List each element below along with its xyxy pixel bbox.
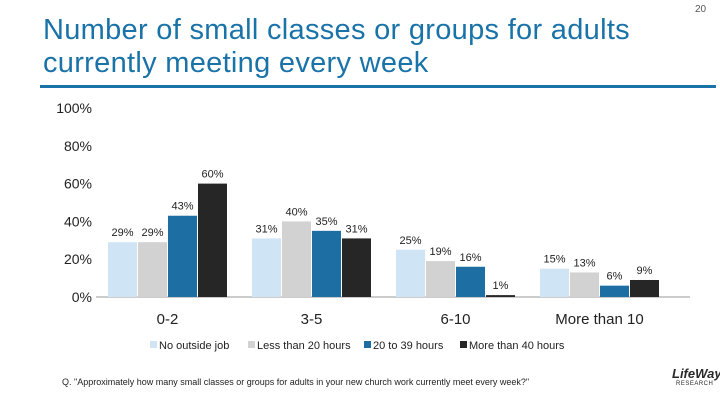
data-label: 16% xyxy=(459,252,481,264)
data-label: 35% xyxy=(315,216,337,228)
data-label: 40% xyxy=(285,206,307,218)
bar-2-1 xyxy=(426,261,455,297)
logo-mark: LifeWay xyxy=(672,366,720,381)
bar-3-0 xyxy=(540,268,569,297)
data-label: 29% xyxy=(141,227,163,239)
data-label: 19% xyxy=(429,246,451,258)
legend-label: More than 40 hours xyxy=(469,340,565,352)
y-tick-label: 100% xyxy=(56,100,92,116)
legend-label: 20 to 39 hours xyxy=(373,340,444,352)
bar-0-2 xyxy=(168,215,197,297)
legend-swatch xyxy=(248,341,255,348)
bar-1-3 xyxy=(342,238,371,297)
logo-sub: RESEARCH xyxy=(676,381,714,387)
data-label: 60% xyxy=(201,169,223,181)
data-label: 31% xyxy=(255,223,277,235)
bar-0-3 xyxy=(198,183,227,297)
data-label: 15% xyxy=(543,254,565,266)
page-number: 20 xyxy=(695,4,707,15)
lifeway-research-logo: LifeWay RESEARCH xyxy=(670,366,720,396)
bar-3-3 xyxy=(630,279,659,297)
chart-title: Number of small classes or groups for ad… xyxy=(43,14,630,79)
legend-swatch xyxy=(460,341,467,348)
x-category-label: 0-2 xyxy=(157,311,179,328)
bar-1-2 xyxy=(312,230,341,297)
legend-label: Less than 20 hours xyxy=(257,340,351,352)
data-label: 6% xyxy=(607,271,623,283)
title-rule xyxy=(40,85,716,88)
data-label: 43% xyxy=(171,201,193,213)
legend-swatch xyxy=(150,341,157,348)
data-label: 9% xyxy=(637,265,653,277)
y-tick-label: 40% xyxy=(64,213,92,229)
bar-2-2 xyxy=(456,266,485,297)
survey-question-footnote: Q. "Approximately how many small classes… xyxy=(62,377,530,387)
bar-3-1 xyxy=(570,272,599,297)
data-label: 1% xyxy=(493,280,509,292)
x-category-label: 6-10 xyxy=(440,311,470,328)
data-label: 29% xyxy=(111,227,133,239)
data-label: 13% xyxy=(573,257,595,269)
bar-0-0 xyxy=(108,242,137,297)
bar-3-2 xyxy=(600,285,629,297)
y-tick-label: 80% xyxy=(64,138,92,154)
legend-swatch xyxy=(364,341,371,348)
bar-2-3 xyxy=(486,295,515,297)
x-category-label: 3-5 xyxy=(301,311,323,328)
y-tick-label: 0% xyxy=(72,289,92,305)
data-label: 25% xyxy=(399,235,421,247)
y-tick-label: 60% xyxy=(64,176,92,192)
x-category-label: More than 10 xyxy=(555,311,643,328)
bar-1-0 xyxy=(252,238,281,297)
bar-2-0 xyxy=(396,249,425,297)
y-tick-label: 20% xyxy=(64,251,92,267)
bar-0-1 xyxy=(138,242,167,297)
data-label: 31% xyxy=(345,223,367,235)
bar-1-1 xyxy=(282,221,311,297)
legend-label: No outside job xyxy=(159,340,229,352)
